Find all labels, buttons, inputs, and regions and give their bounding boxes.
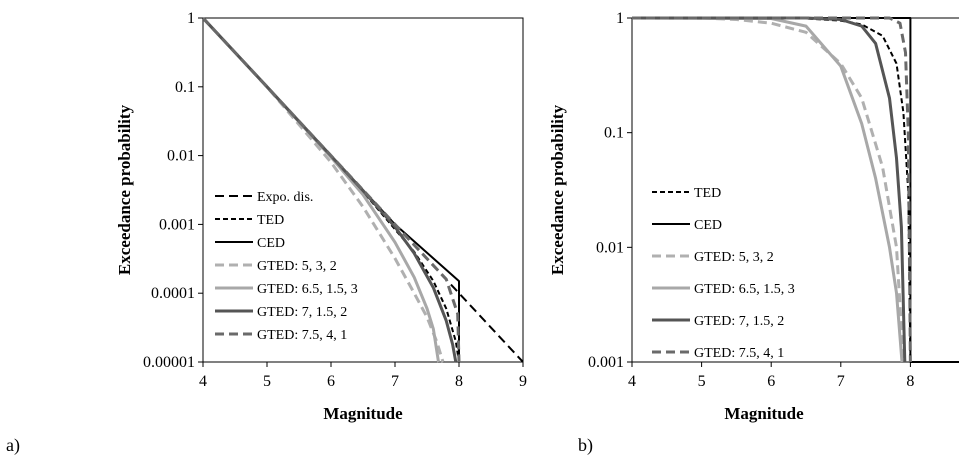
x-tick-label: 9	[519, 373, 527, 390]
x-tick-label: 6	[327, 373, 335, 390]
y-tick-label: 0.01	[167, 148, 195, 165]
y-tick-label: 0.00001	[143, 354, 195, 371]
legend-label: GTED: 7.5, 4, 1	[694, 346, 784, 361]
panel-a-chart: 4 5 6 7 8 9 1 0.1 0.01 0.001 0.0001 0.00001 Magnitu…	[6, 10, 527, 456]
y-tick-label: 0.1	[604, 125, 624, 142]
panel-a-legend: Expo. dis. TED CED GTED: 5, 3, 2 GTED: 6.5, …	[215, 190, 358, 343]
x-tick-label: 7	[391, 373, 399, 390]
y-tick-label: 0.001	[159, 216, 195, 233]
legend-label: TED	[694, 186, 721, 201]
legend-label: CED	[694, 218, 722, 233]
legend-label: GTED: 6.5, 1.5, 3	[694, 282, 795, 297]
panel-b-x-axis-label: Magnitude	[724, 404, 804, 423]
legend-label: TED	[257, 213, 284, 228]
x-tick-label: 5	[698, 373, 706, 390]
legend-label: GTED: 5, 3, 2	[694, 250, 774, 265]
legend-label: GTED: 7, 1.5, 2	[257, 305, 347, 320]
y-tick-label: 0.1	[175, 79, 195, 96]
y-tick-label: 0.01	[596, 239, 624, 256]
legend-label: CED	[257, 236, 285, 251]
series-line-6	[632, 16, 912, 363]
panel-b-series	[632, 16, 959, 363]
x-tick-label: 4	[628, 373, 636, 390]
legend-label: GTED: 7.5, 4, 1	[257, 328, 347, 343]
panel-b-legend: TED CED GTED: 5, 3, 2 GTED: 6.5, 1.5, 3 GTED…	[652, 186, 795, 361]
x-tick-label: 8	[455, 373, 463, 390]
panel-b-y-axis-label: Exceedance probability	[548, 104, 567, 275]
series-line-7	[203, 16, 461, 363]
y-tick-label: 1	[187, 10, 195, 27]
x-tick-label: 5	[263, 373, 271, 390]
panel-a-x-axis-label: Magnitude	[323, 404, 403, 423]
panel-a-plot-area	[202, 17, 524, 363]
series-line-1	[632, 17, 912, 363]
y-tick-label: 1	[616, 10, 624, 27]
x-tick-label: 6	[767, 373, 775, 390]
series-line-3	[632, 16, 905, 363]
panel-a-ticks: 4 5 6 7 8 9 1 0.1 0.01 0.001 0.0001 0.00001	[143, 10, 527, 390]
legend-label: GTED: 7, 1.5, 2	[694, 314, 784, 329]
legend-label: GTED: 6.5, 1.5, 3	[257, 282, 358, 297]
series-line-4	[632, 16, 904, 363]
x-tick-label: 8	[906, 373, 914, 390]
panel-a-y-axis-label: Exceedance probability	[115, 104, 134, 275]
legend-label: Expo. dis.	[257, 190, 313, 205]
y-tick-label: 0.0001	[151, 285, 195, 302]
panel-a-label: a)	[6, 435, 20, 456]
legend-label: GTED: 5, 3, 2	[257, 259, 337, 274]
x-tick-label: 4	[199, 373, 207, 390]
panel-b-label: b)	[578, 435, 593, 456]
x-tick-label: 7	[837, 373, 845, 390]
series-line-5	[632, 16, 907, 363]
panel-a-series	[203, 16, 523, 363]
y-tick-label: 0.001	[588, 354, 624, 371]
